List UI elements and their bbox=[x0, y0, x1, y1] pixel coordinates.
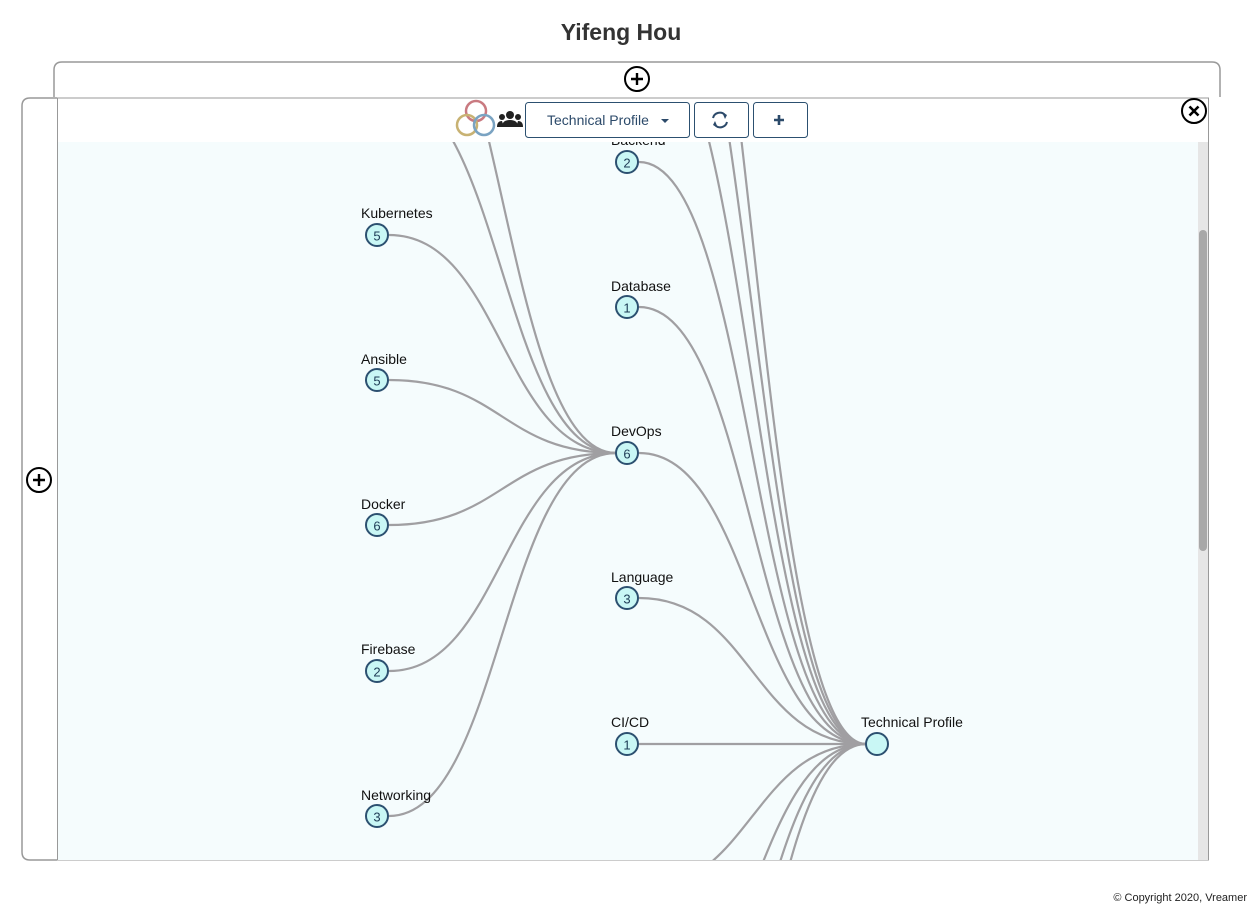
nodes: Backend 2 Database 1 DevOps 6 Language 3… bbox=[361, 132, 963, 828]
node-count: 2 bbox=[623, 156, 630, 171]
logo bbox=[455, 99, 496, 137]
dropdown-label: Technical Profile bbox=[547, 112, 649, 128]
copyright: © Copyright 2020, Vreamer bbox=[1113, 892, 1247, 904]
node-count: 2 bbox=[373, 665, 380, 680]
tree-node[interactable]: Firebase 2 bbox=[361, 641, 416, 683]
refresh-button[interactable] bbox=[694, 102, 749, 138]
tree-node[interactable]: Language 3 bbox=[611, 569, 674, 610]
scrollbar-thumb[interactable] bbox=[1199, 230, 1207, 551]
top-bar bbox=[53, 61, 1221, 97]
close-button[interactable] bbox=[1181, 98, 1207, 124]
node-label: Ansible bbox=[361, 351, 407, 367]
node-label: Firebase bbox=[361, 641, 416, 657]
node-label: Docker bbox=[361, 496, 406, 512]
node-count: 5 bbox=[373, 229, 380, 244]
root-node[interactable]: Technical Profile bbox=[861, 714, 963, 756]
node-label: Backend bbox=[611, 132, 665, 148]
people-icon[interactable] bbox=[497, 111, 523, 127]
node-label: DevOps bbox=[611, 423, 662, 439]
expand-left-button[interactable] bbox=[26, 467, 52, 493]
node-count: 3 bbox=[623, 592, 630, 607]
tree-node[interactable]: Database 1 bbox=[611, 278, 671, 319]
page-title: Yifeng Hou bbox=[561, 19, 682, 45]
node-label: Technical Profile bbox=[861, 714, 963, 730]
expand-top-button[interactable] bbox=[624, 66, 650, 92]
node-label: Kubernetes bbox=[361, 205, 433, 221]
tree-node[interactable]: Networking 3 bbox=[361, 787, 431, 828]
add-button[interactable] bbox=[753, 102, 808, 138]
node-label: CI/CD bbox=[611, 714, 649, 730]
tree-node[interactable]: Docker 6 bbox=[361, 496, 406, 537]
node-count: 1 bbox=[623, 301, 630, 316]
node-count: 3 bbox=[373, 810, 380, 825]
node-label: Networking bbox=[361, 787, 431, 803]
tree-node[interactable]: Backend 2 bbox=[611, 132, 665, 174]
node-count: 5 bbox=[373, 374, 380, 389]
tree-node[interactable]: DevOps 6 bbox=[611, 423, 662, 465]
left-bar bbox=[21, 97, 57, 861]
edges bbox=[388, 142, 867, 860]
profile-dropdown[interactable]: Technical Profile bbox=[525, 102, 690, 138]
node-count: 1 bbox=[623, 738, 630, 753]
node-label: Database bbox=[611, 278, 671, 294]
node-label: Language bbox=[611, 569, 674, 585]
node-count: 6 bbox=[623, 447, 630, 462]
tree-node[interactable]: Kubernetes 5 bbox=[361, 205, 433, 247]
tree-node[interactable]: CI/CD 1 bbox=[611, 714, 649, 756]
node-count: 6 bbox=[373, 519, 380, 534]
tree-node[interactable]: Ansible 5 bbox=[361, 351, 407, 392]
